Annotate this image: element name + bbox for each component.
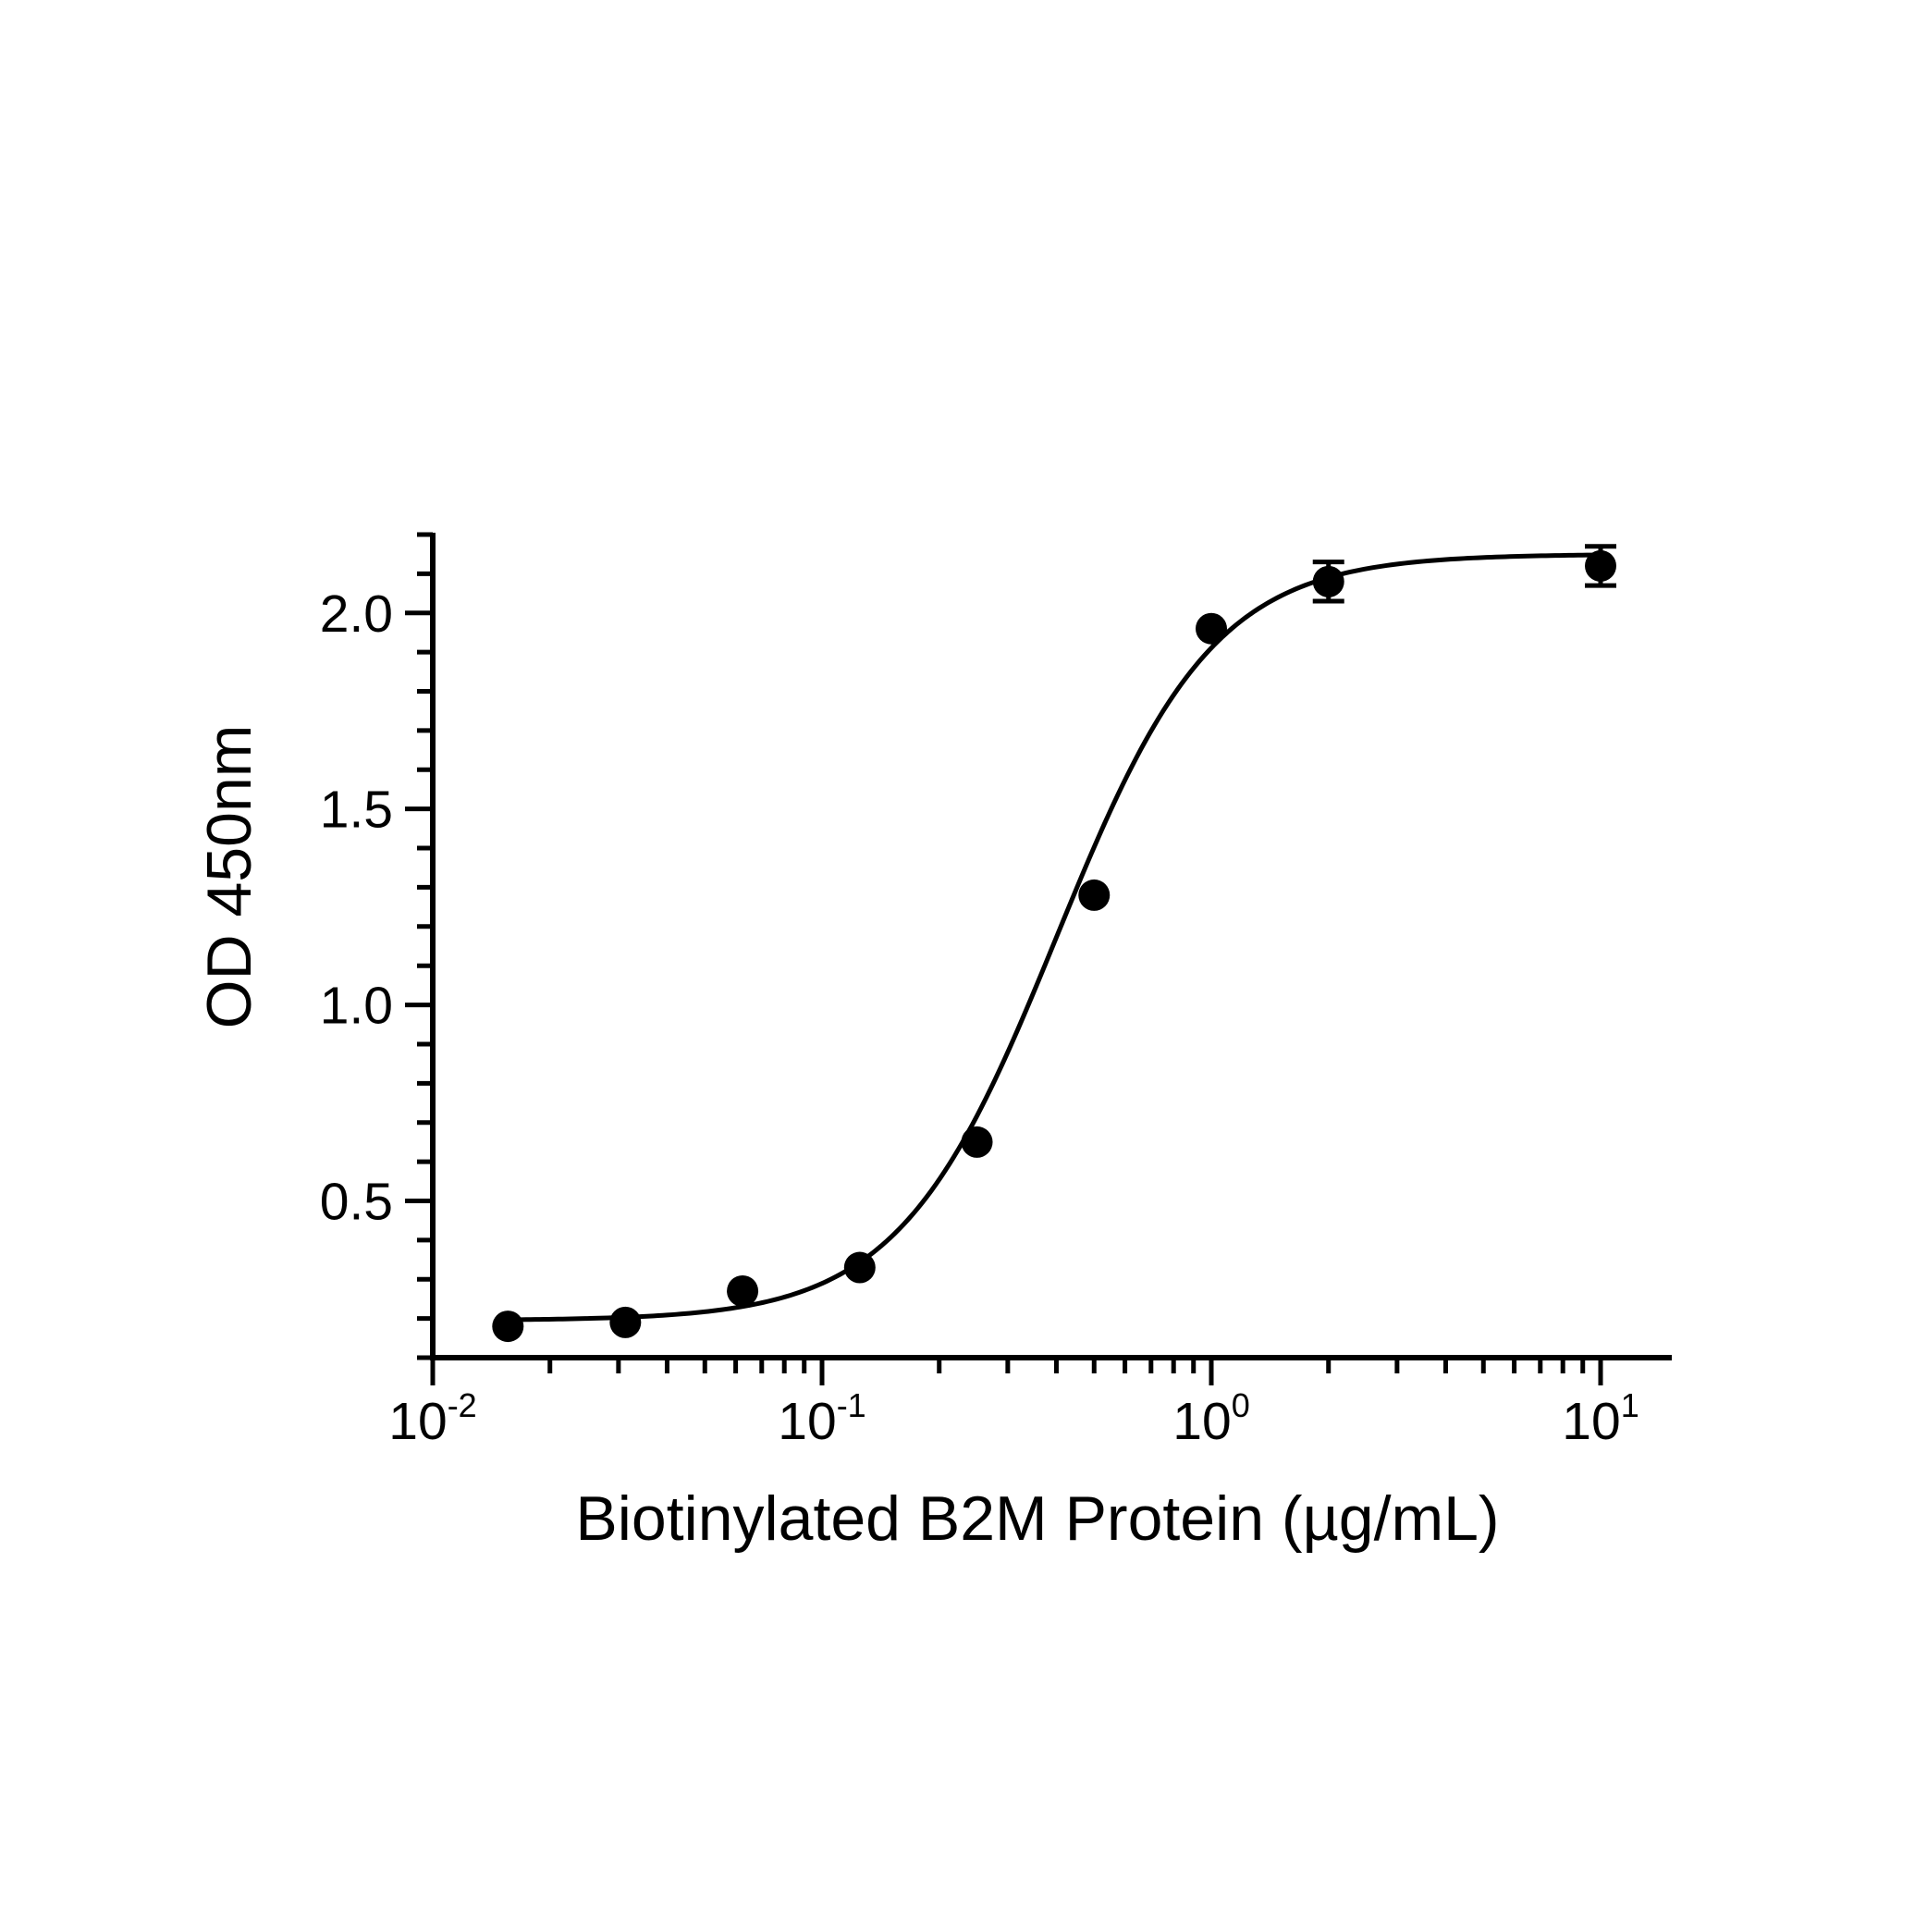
data-point — [1312, 565, 1344, 597]
data-point — [961, 1126, 993, 1158]
x-tick-label: 100 — [1172, 1386, 1249, 1451]
y-tick-label: 0.5 — [320, 1172, 393, 1231]
x-tick-label: 101 — [1562, 1386, 1639, 1451]
y-axis-title: OD 450nm — [194, 725, 264, 1029]
y-tick-label: 1.5 — [320, 781, 393, 840]
fit-curve — [508, 552, 1602, 1323]
data-point — [1196, 612, 1227, 645]
x-tick-label: 10-1 — [778, 1386, 865, 1451]
data-point — [843, 1251, 876, 1284]
data-point — [492, 1311, 524, 1343]
data-point — [727, 1274, 759, 1307]
data-point — [1585, 549, 1616, 582]
data-points-layer — [492, 544, 1616, 1343]
tick-labels-layer: 0.5 1.0 1.5 2.0 10-2 10-1 100 101 — [320, 585, 1639, 1451]
data-point — [609, 1306, 642, 1338]
y-tick-label: 1.0 — [320, 977, 393, 1036]
x-axis-title: Biotinylated B2M Protein (µg/mL) — [575, 1483, 1499, 1554]
x-tick-label: 10-2 — [388, 1386, 476, 1451]
y-tick-label: 2.0 — [320, 585, 393, 644]
data-point — [1078, 879, 1111, 911]
axes — [405, 532, 1672, 1385]
fit-curve-layer — [508, 552, 1602, 1323]
